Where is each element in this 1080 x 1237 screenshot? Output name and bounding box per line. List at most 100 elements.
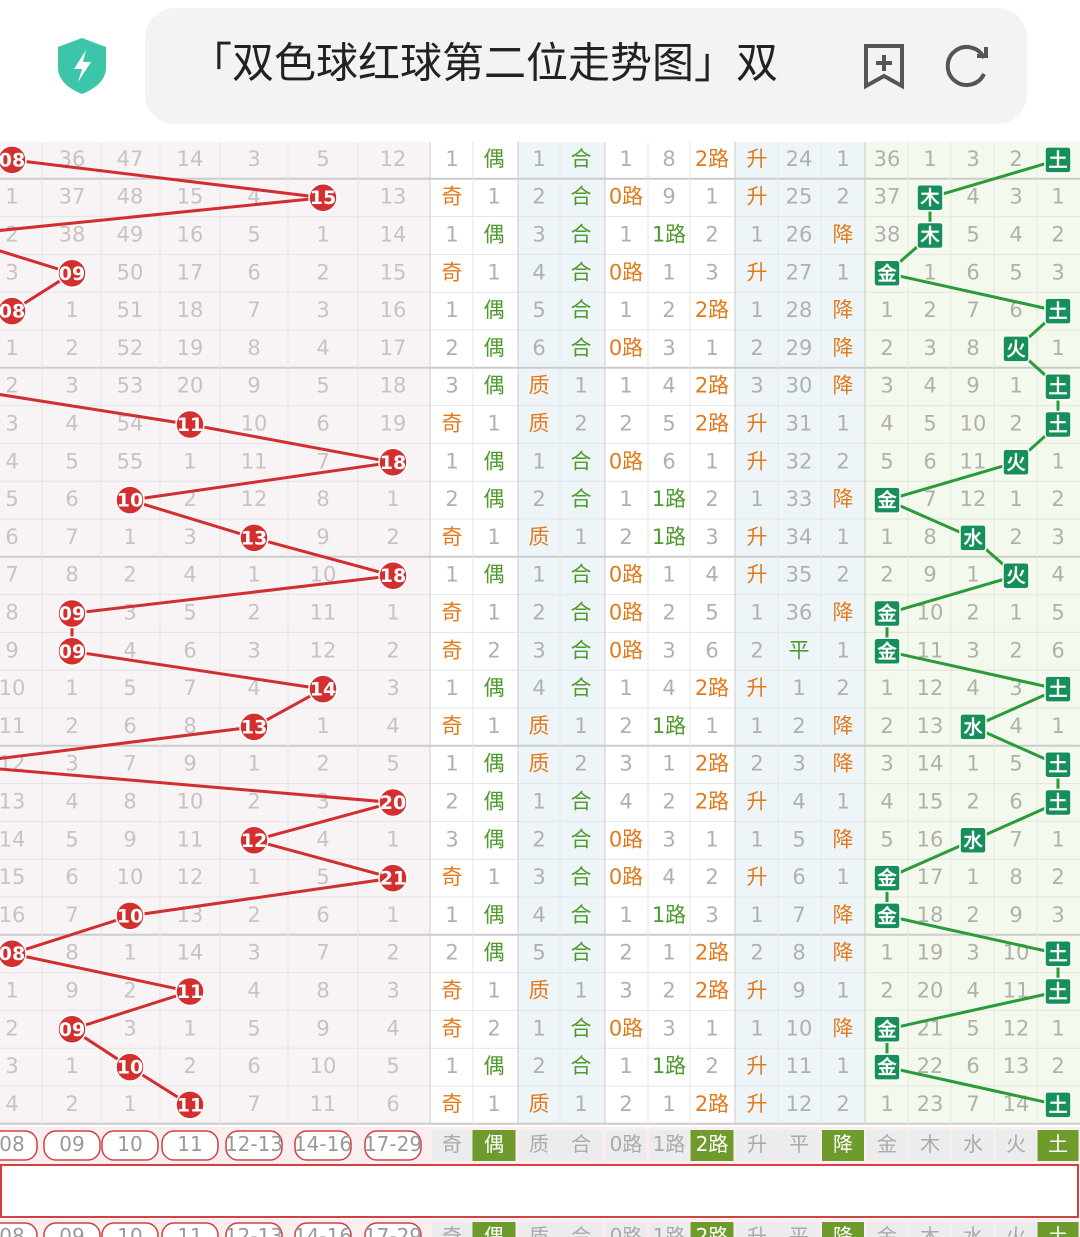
cell: 5 xyxy=(123,676,136,700)
cell: 0路 xyxy=(609,449,643,473)
cell: 3 xyxy=(662,1016,675,1040)
cell: 2 xyxy=(532,1054,545,1078)
cell: 2 xyxy=(966,790,979,814)
cell: 3 xyxy=(65,374,78,398)
cell: 1 xyxy=(574,374,587,398)
element-label: 金 xyxy=(876,904,897,927)
footer-cell xyxy=(519,1222,559,1237)
element-box xyxy=(959,713,987,741)
cell: 2 xyxy=(750,941,763,965)
cell: 3 xyxy=(619,979,632,1003)
cell: 15 xyxy=(177,185,204,209)
red-ball-number: 13 xyxy=(241,527,267,549)
cell: 5 xyxy=(1051,601,1064,625)
cell: 2路 xyxy=(695,298,729,322)
bookmark-icon[interactable] xyxy=(864,44,904,90)
cell: 2 xyxy=(532,601,545,625)
cell: 37 xyxy=(874,185,901,209)
cell: 2 xyxy=(705,223,718,247)
cell: 3 xyxy=(966,638,979,662)
red-ball xyxy=(115,485,145,515)
cell: 偶 xyxy=(484,449,505,473)
footer-label: 木 xyxy=(920,1132,940,1156)
cell: 11 xyxy=(960,449,987,473)
cell: 1 xyxy=(923,147,936,171)
cell: 28 xyxy=(786,298,813,322)
cell: 48 xyxy=(117,185,144,209)
footer-label: 奇 xyxy=(442,1224,462,1237)
cell: 38 xyxy=(59,223,86,247)
address-bar[interactable] xyxy=(145,8,1027,124)
element-box xyxy=(873,1015,901,1044)
cell: 1 xyxy=(487,185,500,209)
footer-pill xyxy=(161,1222,219,1237)
cell: 1 xyxy=(836,979,849,1003)
footer-label: 11 xyxy=(177,1224,202,1237)
cell: 1 xyxy=(487,714,500,738)
cell: 1 xyxy=(445,563,458,587)
cell: 8 xyxy=(183,714,196,738)
footer-cell xyxy=(866,1130,908,1161)
cell: 奇 xyxy=(442,601,463,625)
cell: 质 xyxy=(529,1092,550,1116)
cell: 8 xyxy=(316,979,329,1003)
cell: 偶 xyxy=(484,223,505,247)
cell: 降 xyxy=(833,298,854,322)
cell: 16 xyxy=(177,223,204,247)
element-box xyxy=(873,486,901,514)
cell: 3 xyxy=(5,412,18,436)
cell: 2 xyxy=(662,601,675,625)
cell: 1 xyxy=(123,1092,136,1116)
red-ball xyxy=(57,1014,87,1045)
footer-cell xyxy=(995,1130,1037,1161)
cell: 11 xyxy=(310,1092,337,1116)
cell: 合 xyxy=(571,449,592,473)
cell: 1 xyxy=(1009,487,1022,511)
footer-cell xyxy=(431,1222,473,1237)
cell: 3 xyxy=(247,147,260,171)
cell: 2 xyxy=(1009,147,1022,171)
red-ball-number: 13 xyxy=(241,716,267,738)
cell: 1 xyxy=(574,979,587,1003)
red-ball-number: 09 xyxy=(59,263,85,285)
cell: 奇 xyxy=(442,260,463,284)
footer-label: 偶 xyxy=(484,1132,504,1156)
refresh-icon[interactable] xyxy=(945,45,988,87)
cell: 0路 xyxy=(609,563,643,587)
cell: 1 xyxy=(750,223,763,247)
cell: 奇 xyxy=(442,525,463,549)
cell: 16 xyxy=(0,903,25,927)
cell: 奇 xyxy=(442,185,463,209)
cell: 7 xyxy=(5,563,18,587)
cell: 4 xyxy=(880,790,893,814)
cell: 8 xyxy=(65,563,78,587)
cell: 9 xyxy=(5,638,18,662)
cell: 2 xyxy=(880,563,893,587)
cell: 8 xyxy=(5,601,18,625)
cell: 11 xyxy=(177,827,204,851)
cell: 15 xyxy=(917,790,944,814)
cell: 36 xyxy=(786,601,813,625)
cell: 5 xyxy=(880,827,893,851)
cell: 降 xyxy=(833,752,854,776)
cell: 12 xyxy=(310,638,337,662)
cell: 2 xyxy=(386,525,399,549)
cell: 37 xyxy=(59,185,86,209)
red-ball xyxy=(175,409,205,440)
red-ball-number: 11 xyxy=(177,414,203,436)
cell: 2 xyxy=(65,336,78,360)
cell: 1 xyxy=(445,676,458,700)
footer-pill xyxy=(294,1222,352,1237)
red-ball xyxy=(115,901,145,931)
cell: 2 xyxy=(65,714,78,738)
element-label: 土 xyxy=(1048,414,1067,436)
cell: 合 xyxy=(571,223,592,247)
cell: 升 xyxy=(747,865,768,889)
cell: 15 xyxy=(380,260,407,284)
cell: 1 xyxy=(386,903,399,927)
cell: 1 xyxy=(65,676,78,700)
cell: 5 xyxy=(316,374,329,398)
cell: 2 xyxy=(574,752,587,776)
footer-label: 木 xyxy=(920,1224,940,1237)
footer-cell xyxy=(909,1130,951,1161)
